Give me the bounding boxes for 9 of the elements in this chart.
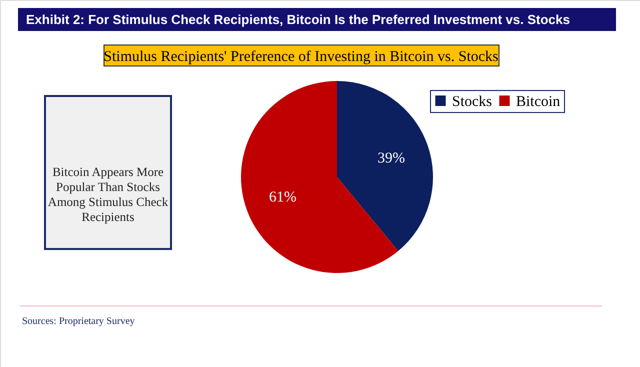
- pie-slice: [337, 81, 433, 251]
- legend-label: Stocks: [452, 94, 492, 110]
- text: Bitcoin Appears More Popular Than Stocks Among Stimulus Check Recipients: [48, 165, 169, 224]
- data-label: 39%: [377, 150, 405, 166]
- chart-subtitle: Stimulus Recipients' Preference of Investing in Bitcoin vs. Stocks: [104, 49, 499, 65]
- data-label: 61%: [269, 190, 297, 206]
- chart-title: Exhibit 2: For Stimulus Check Recipients, Bitcoin Is the Preferred Investment vs. Stocks: [26, 12, 570, 27]
- legend-label: Bitcoin: [516, 94, 561, 110]
- source-note: Sources: Proprietary Survey: [22, 316, 135, 327]
